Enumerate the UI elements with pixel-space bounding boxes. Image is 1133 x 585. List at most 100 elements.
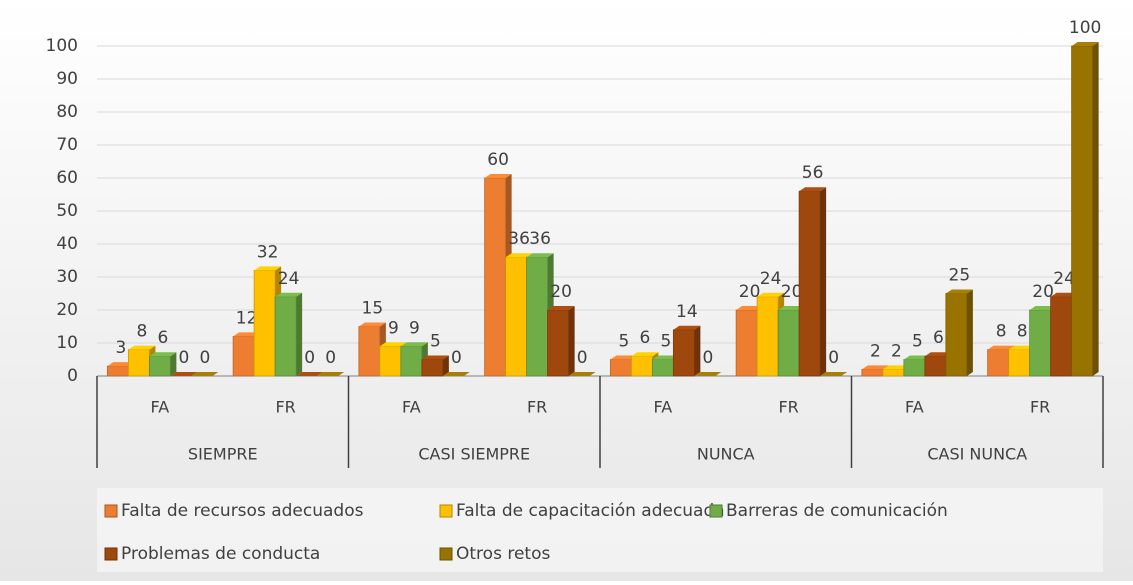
data-label: 0 — [828, 348, 839, 368]
legend-swatch — [709, 504, 723, 518]
bar-top — [358, 322, 386, 327]
legend-box — [97, 488, 1103, 572]
bar — [106, 365, 129, 377]
legend-label: Barreras de comunicación — [726, 501, 948, 521]
y-tick-label: 10 — [56, 333, 78, 353]
bar-top — [610, 355, 638, 360]
data-label: 12 — [236, 308, 258, 328]
bar — [1071, 45, 1094, 377]
bar-side — [442, 355, 449, 376]
bar — [987, 349, 1010, 377]
bar — [861, 368, 884, 377]
y-tick-label: 80 — [56, 102, 78, 122]
bar-side — [296, 292, 303, 376]
data-label: 6 — [639, 328, 650, 348]
data-label: 0 — [199, 348, 210, 368]
data-label: 2 — [891, 341, 902, 361]
data-label: 56 — [802, 163, 824, 183]
legend-label: Falta de capacitación adecuada — [456, 501, 725, 521]
data-label: 0 — [178, 348, 189, 368]
bar-side — [568, 306, 575, 376]
bar — [735, 309, 758, 377]
data-label: 24 — [1053, 269, 1075, 289]
data-label: 5 — [618, 332, 629, 352]
bar-top — [526, 253, 554, 258]
bar — [253, 269, 276, 377]
bar — [798, 190, 821, 377]
bar-top — [820, 372, 848, 376]
data-label: 2 — [870, 341, 881, 361]
y-tick-label: 100 — [46, 36, 78, 56]
y-tick-label: 40 — [56, 234, 78, 254]
x-tick-label: FA — [402, 398, 421, 417]
data-label: 24 — [278, 269, 300, 289]
bar-side — [1092, 42, 1099, 376]
group-label: CASI NUNCA — [927, 445, 1027, 464]
bar-top — [652, 355, 680, 360]
legend-swatch — [104, 547, 118, 561]
data-label: 36 — [529, 229, 551, 249]
bar — [379, 345, 402, 377]
data-label: 8 — [996, 322, 1007, 342]
bar-side — [966, 289, 973, 376]
y-tick-label: 30 — [56, 267, 78, 287]
data-label: 24 — [760, 269, 782, 289]
bar — [903, 359, 926, 377]
data-label: 36 — [508, 229, 530, 249]
legend-swatch — [104, 504, 118, 518]
bar-top — [296, 372, 324, 376]
data-label: 0 — [702, 348, 713, 368]
data-label: 5 — [430, 332, 441, 352]
bar-top — [673, 325, 701, 330]
bar — [924, 355, 947, 377]
bar-top — [233, 332, 261, 337]
y-tick-label: 20 — [56, 300, 78, 320]
bar — [127, 349, 150, 377]
data-label: 25 — [949, 266, 971, 286]
bar-top — [547, 306, 575, 310]
legend-swatch — [439, 504, 453, 518]
data-label: 5 — [660, 332, 671, 352]
data-label: 9 — [388, 318, 399, 338]
legend-label: Problemas de conducta — [121, 544, 320, 564]
data-label: 3 — [115, 338, 126, 358]
bar-top — [400, 342, 428, 347]
data-label: 0 — [577, 348, 588, 368]
bar-top — [903, 355, 931, 360]
bar — [1008, 349, 1031, 377]
bar — [1050, 296, 1073, 377]
bar — [777, 309, 800, 377]
bar-top — [1008, 345, 1036, 350]
bar-top — [882, 365, 910, 370]
data-label: 100 — [1069, 18, 1101, 38]
data-label: 20 — [739, 282, 761, 302]
x-tick-label: FR — [778, 398, 798, 417]
y-tick-label: 90 — [56, 69, 78, 89]
bar — [672, 329, 695, 377]
bar — [882, 368, 905, 377]
data-label: 9 — [409, 318, 420, 338]
bar-top — [317, 372, 345, 376]
bar-top — [128, 345, 156, 350]
bar-top — [924, 352, 952, 357]
data-label: 0 — [325, 348, 336, 368]
bar-top — [149, 352, 177, 357]
x-tick-label: FR — [275, 398, 295, 417]
group-label: CASI SIEMPRE — [418, 445, 530, 464]
bar-top — [1071, 42, 1099, 46]
bar-top — [254, 266, 282, 271]
bar — [484, 177, 507, 377]
data-label: 20 — [550, 282, 572, 302]
data-label: 8 — [136, 322, 147, 342]
bar-top — [945, 289, 973, 294]
bar-top — [421, 355, 449, 360]
bar — [630, 355, 653, 377]
bar — [232, 335, 255, 377]
legend-label: Otros retos — [456, 544, 550, 564]
bar-top — [757, 292, 785, 297]
bar — [651, 359, 674, 377]
bar-top — [1050, 292, 1078, 297]
data-label: 8 — [1017, 322, 1028, 342]
